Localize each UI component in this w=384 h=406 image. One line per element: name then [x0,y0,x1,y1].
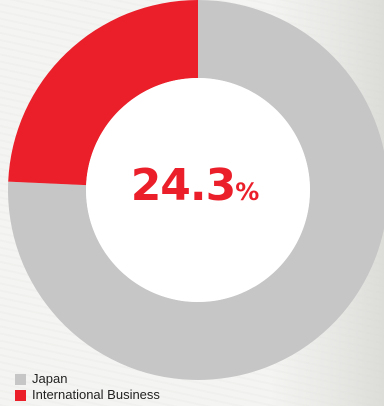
center-percentage-label: 24.3% [100,160,290,211]
donut-slice-japan [8,0,384,380]
legend-swatch-japan [15,373,26,385]
donut-slice-international-business [8,0,198,186]
legend-item-japan: Japan [15,371,160,387]
center-percentage-value: 24.3 [130,160,237,211]
chart-legend: Japan International Business [15,371,160,403]
legend-swatch-international-business [15,389,26,401]
legend-label-japan: Japan [32,371,68,386]
legend-label-international-business: International Business [32,387,160,402]
center-percentage-unit: % [235,178,260,206]
legend-item-international-business: International Business [15,387,160,403]
donut-hole [86,78,310,302]
